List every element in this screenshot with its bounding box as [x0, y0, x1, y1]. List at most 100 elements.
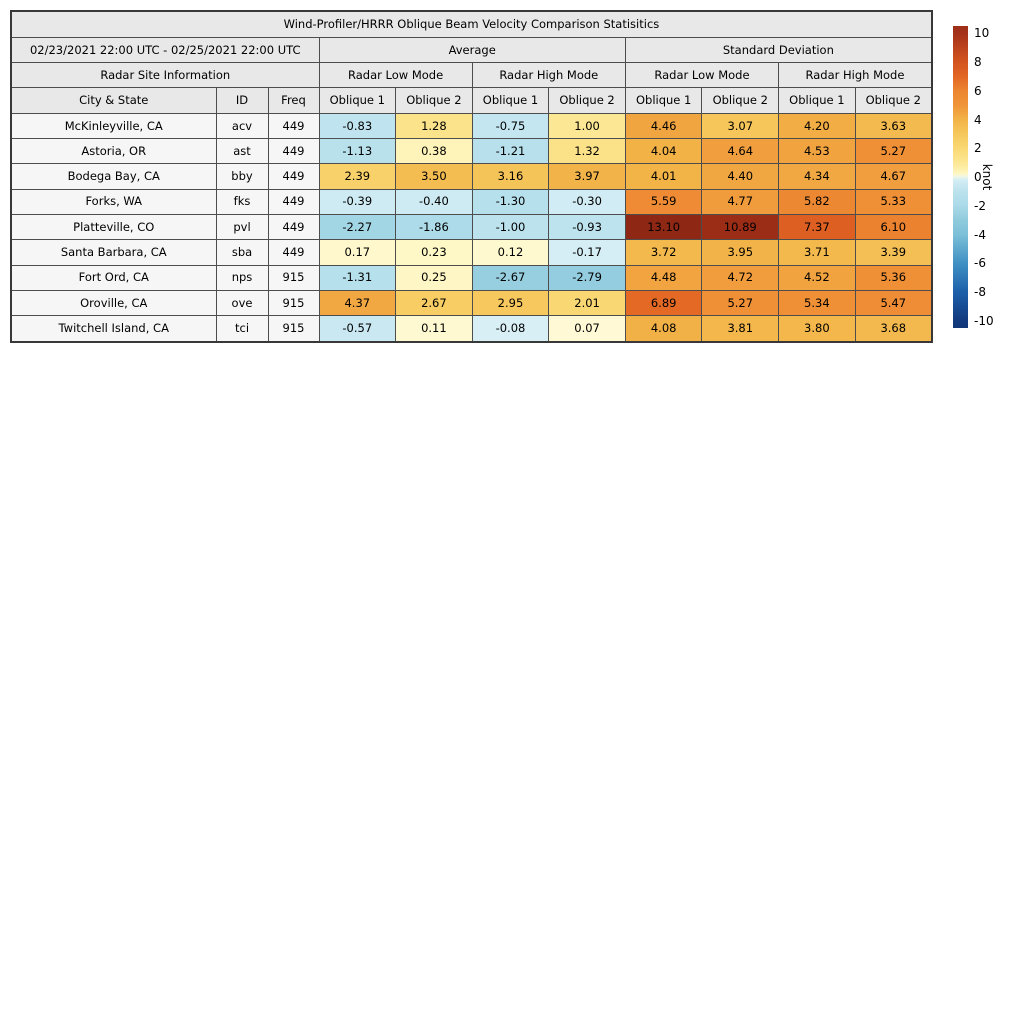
value-cell: 5.47: [854, 289, 933, 317]
id-cell: tci: [215, 315, 269, 343]
value-cell: 3.95: [701, 239, 780, 266]
value-cell: 4.52: [778, 264, 856, 291]
value-cell: 4.46: [624, 112, 703, 140]
colorbar-tick-label: -2: [974, 198, 986, 213]
value-cell: 4.40: [701, 163, 780, 190]
group-header-row: 02/23/2021 22:00 UTC - 02/25/2021 22:00 …: [10, 36, 933, 64]
col-header-oblique1: Oblique 1: [318, 87, 397, 114]
value-cell: 0.12: [471, 239, 550, 266]
value-cell: 4.77: [701, 188, 780, 215]
city-cell: Bodega Bay, CA: [10, 163, 217, 190]
value-cell: 2.67: [395, 289, 473, 317]
value-cell: 5.27: [854, 137, 933, 165]
colorbar: 10 8 6 4 2 0 -2 -4 -6 -8 -10 knot: [953, 26, 1024, 328]
table-row: Astoria, OR ast 449 -1.13 0.38 -1.21 1.32 4.04 4…: [10, 137, 933, 165]
colorbar-label: knot: [980, 163, 994, 191]
mode-header-std-low: Radar Low Mode: [624, 62, 780, 89]
col-header-oblique1: Oblique 1: [471, 87, 550, 114]
freq-cell: 449: [267, 137, 320, 165]
group-header-standard-deviation: Standard Deviation: [624, 36, 933, 64]
value-cell: 1.28: [395, 112, 473, 140]
freq-cell: 449: [267, 163, 320, 190]
value-cell: -1.30: [471, 188, 550, 215]
table-row: Bodega Bay, CA bby 449 2.39 3.50 3.16 3.97 4.01…: [10, 163, 933, 190]
colorbar-gradient: [953, 26, 968, 328]
city-cell: Astoria, OR: [10, 137, 217, 165]
freq-cell: 915: [267, 264, 320, 291]
value-cell: 4.04: [624, 137, 703, 165]
freq-cell: 915: [267, 315, 320, 343]
col-header-id: ID: [215, 87, 269, 114]
value-cell: 3.68: [854, 315, 933, 343]
value-cell: 10.89: [701, 213, 780, 241]
city-cell: Forks, WA: [10, 188, 217, 215]
colorbar-tick-label: 8: [974, 55, 982, 69]
column-header-row: City & State ID Freq Oblique 1 Oblique 2…: [10, 87, 933, 114]
table-row: Twitchell Island, CA tci 915 -0.57 0.11 -0.08…: [10, 315, 933, 343]
value-cell: -0.08: [471, 315, 550, 343]
value-cell: 0.25: [395, 264, 473, 291]
table-row: Platteville, CO pvl 449 -2.27 -1.86 -1.00 -0.9…: [10, 213, 933, 241]
value-cell: 3.50: [395, 163, 473, 190]
id-cell: ast: [215, 137, 269, 165]
value-cell: 6.89: [624, 289, 703, 317]
value-cell: 2.95: [471, 289, 550, 317]
id-cell: fks: [215, 188, 269, 215]
id-cell: sba: [215, 239, 269, 266]
value-cell: 1.00: [548, 112, 626, 140]
colorbar-tick-label: -4: [974, 227, 986, 242]
value-cell: 5.34: [778, 289, 856, 317]
value-cell: 4.20: [778, 112, 856, 140]
value-cell: 1.32: [548, 137, 626, 165]
value-cell: -1.00: [471, 213, 550, 241]
value-cell: 3.80: [778, 315, 856, 343]
colorbar-tick-label: 4: [974, 112, 982, 127]
value-cell: -0.40: [395, 188, 473, 215]
value-cell: 4.67: [854, 163, 933, 190]
mode-header-avg-low: Radar Low Mode: [318, 62, 473, 89]
freq-cell: 449: [267, 213, 320, 241]
value-cell: 4.34: [778, 163, 856, 190]
value-cell: 4.08: [624, 315, 703, 343]
colorbar-tick-label: 10: [974, 26, 990, 41]
value-cell: -0.75: [471, 112, 550, 140]
id-cell: nps: [215, 264, 269, 291]
value-cell: -0.30: [548, 188, 626, 215]
value-cell: 3.81: [701, 315, 780, 343]
value-cell: 2.39: [318, 163, 397, 190]
value-cell: -1.13: [318, 137, 397, 165]
table-row: Santa Barbara, CA sba 449 0.17 0.23 0.12 -0.17…: [10, 239, 933, 266]
col-header-city-state: City & State: [10, 87, 217, 114]
city-cell: Platteville, CO: [10, 213, 217, 241]
value-cell: 0.23: [395, 239, 473, 266]
table-title: Wind-Profiler/HRRR Oblique Beam Velocity…: [10, 10, 933, 38]
value-cell: 5.82: [778, 188, 856, 215]
mode-header-avg-high: Radar High Mode: [471, 62, 626, 89]
stats-table: Wind-Profiler/HRRR Oblique Beam Velocity…: [10, 10, 933, 343]
table-row: McKinleyville, CA acv 449 -0.83 1.28 -0.75 1.0…: [10, 112, 933, 140]
value-cell: 3.16: [471, 163, 550, 190]
id-cell: pvl: [215, 213, 269, 241]
city-cell: McKinleyville, CA: [10, 112, 217, 140]
value-cell: -0.93: [548, 213, 626, 241]
value-cell: 0.17: [318, 239, 397, 266]
value-cell: -1.31: [318, 264, 397, 291]
value-cell: 5.36: [854, 264, 933, 291]
colorbar-tick-label: -10: [974, 313, 994, 328]
value-cell: 2.01: [548, 289, 626, 317]
colorbar-tick-label: 0: [974, 170, 982, 184]
value-cell: -0.17: [548, 239, 626, 266]
value-cell: 0.11: [395, 315, 473, 343]
col-header-oblique2: Oblique 2: [548, 87, 626, 114]
date-range: 02/23/2021 22:00 UTC - 02/25/2021 22:00 …: [10, 36, 320, 64]
value-cell: 5.59: [624, 188, 703, 215]
value-cell: 3.63: [854, 112, 933, 140]
value-cell: -0.83: [318, 112, 397, 140]
colorbar-tick-label: -6: [974, 256, 986, 271]
id-cell: acv: [215, 112, 269, 140]
table-row: Oroville, CA ove 915 4.37 2.67 2.95 2.01 6.89 5.…: [10, 289, 933, 317]
id-cell: bby: [215, 163, 269, 190]
freq-cell: 449: [267, 112, 320, 140]
city-cell: Twitchell Island, CA: [10, 315, 217, 343]
value-cell: 5.33: [854, 188, 933, 215]
